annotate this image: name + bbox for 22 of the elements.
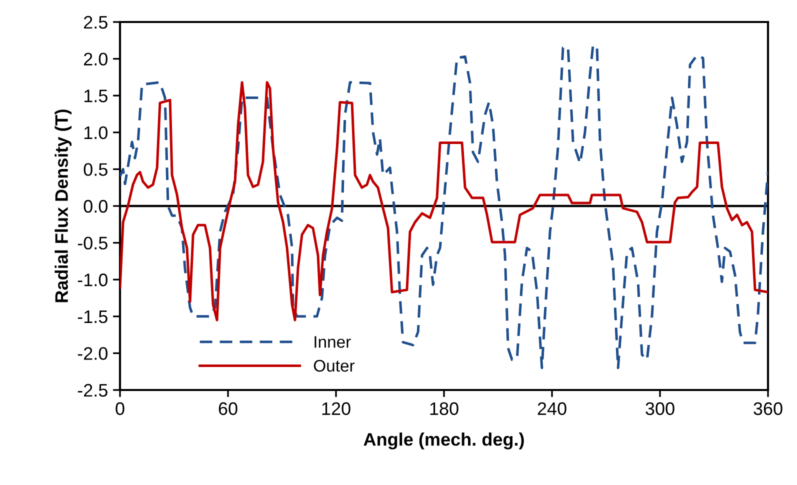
- series-label: Inner: [314, 336, 351, 348]
- y-tick-label: -0.5: [78, 236, 108, 250]
- y-tick-label: -2.0: [78, 347, 108, 360]
- x-tick-label: 360: [754, 402, 782, 416]
- y-tick-label: 1.5: [84, 90, 108, 102]
- x-tick-label: 300: [646, 402, 674, 416]
- y-tick-label: -1.5: [78, 310, 108, 324]
- x-tick-label: 120: [322, 402, 350, 416]
- x-axis-title: Angle (mech. deg.): [364, 432, 524, 450]
- y-tick-label: 0.0: [84, 200, 108, 213]
- text: Outer: [314, 360, 355, 372]
- x-tick-label: 180: [430, 402, 458, 416]
- x-tick-label: 0: [116, 402, 124, 416]
- y-axis-title: Radial Flux Density (T): [54, 110, 72, 302]
- y-tick-label: 2.5: [84, 16, 108, 29]
- x-tick-label: 240: [538, 402, 566, 416]
- y-tick-label: 1.0: [84, 126, 108, 140]
- y-tick-label: -2.5: [78, 384, 108, 397]
- y-tick-label: 0.5: [84, 163, 108, 176]
- y-tick-label: -1.0: [78, 274, 108, 286]
- x-tick-label: 60: [218, 402, 238, 416]
- y-tick-label: 2.0: [84, 52, 108, 66]
